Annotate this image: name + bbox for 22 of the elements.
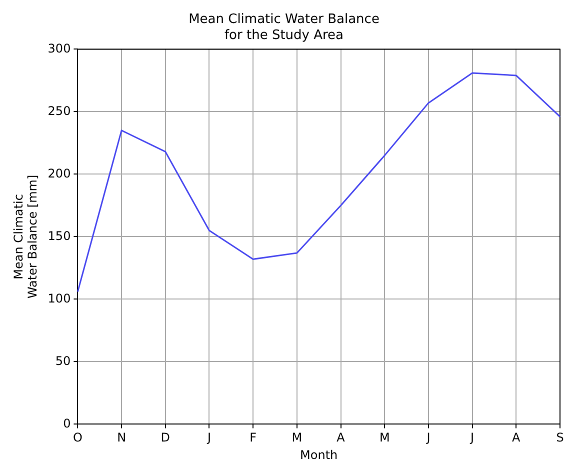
x-tick-label: A (336, 430, 346, 445)
x-tick-label: A (512, 430, 522, 445)
chart-title: Mean Climatic Water Balance for the Study Area (188, 12, 380, 43)
y-tick-label: 0 (63, 416, 71, 430)
y-tick-label: 50 (55, 354, 71, 368)
y-tick-label: 100 (48, 291, 71, 306)
y-tick-label: 200 (48, 166, 71, 180)
y-tick-label: 300 (48, 41, 71, 56)
x-tick-label: M (379, 430, 390, 445)
x-tick-label: O (72, 430, 82, 445)
x-tick-label: J (206, 430, 212, 445)
x-tick-label: N (117, 430, 126, 445)
x-tick-label: D (160, 430, 170, 445)
y-tick-label: 150 (48, 228, 71, 243)
x-axis-title: Month (300, 448, 338, 462)
x-tick-label: S (556, 430, 564, 445)
y-axis-title: Mean Climatic Water Balance [mm] (11, 174, 40, 299)
x-tick-label: F (250, 430, 257, 445)
y-tick-label: 250 (48, 104, 71, 118)
x-tick-label: J (470, 430, 474, 445)
x-tick-label: M (292, 430, 302, 445)
x-tick-label: J (426, 430, 430, 445)
